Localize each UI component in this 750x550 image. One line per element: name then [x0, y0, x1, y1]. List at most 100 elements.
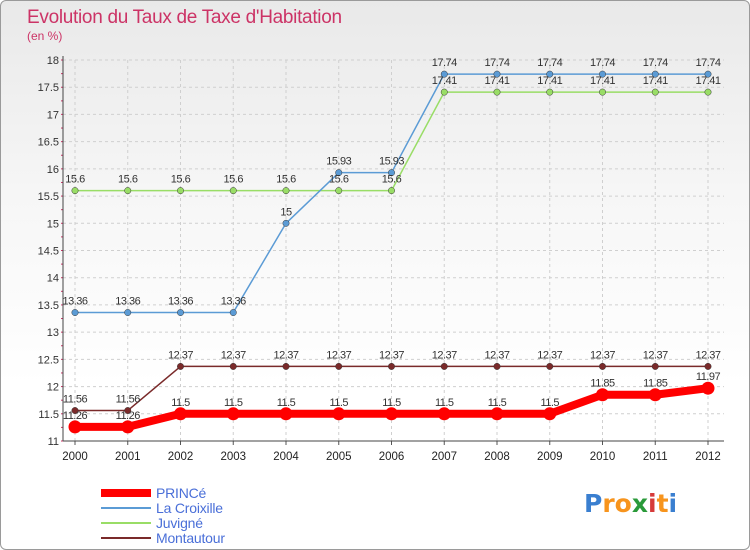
y-tick-label: 14 [47, 273, 59, 285]
x-tick-label: 2000 [62, 451, 88, 463]
x-tick-label: 2002 [168, 451, 194, 463]
data-label: 17.74 [432, 57, 457, 69]
data-point [546, 362, 554, 370]
data-label: 11.97 [696, 371, 721, 383]
logo-letter: i [648, 489, 657, 518]
data-label: 11.56 [116, 394, 141, 406]
data-point [388, 187, 395, 195]
data-label: 12.37 [537, 349, 562, 361]
logo-letter: P [584, 489, 603, 518]
data-point [651, 88, 659, 96]
data-label: 15.93 [379, 156, 404, 168]
legend-swatch [101, 506, 151, 509]
legend-label: Montautour [156, 529, 225, 546]
y-tick-label: 17.5 [38, 82, 59, 94]
legend-item: La Croixille [101, 499, 225, 516]
data-label: 11.5 [224, 397, 243, 409]
data-point [71, 407, 79, 414]
data-point [229, 309, 237, 316]
data-label: 15.93 [326, 156, 351, 168]
y-tick-label: 15.5 [38, 191, 59, 203]
data-label: 11.5 [329, 397, 348, 409]
data-label: 13.36 [115, 296, 140, 308]
data-label: 12.37 [379, 349, 404, 361]
data-label: 11.56 [63, 394, 88, 406]
data-point [440, 88, 448, 96]
data-point [704, 70, 712, 78]
data-point [124, 309, 132, 316]
data-point [440, 362, 448, 370]
data-label: 12.37 [273, 349, 298, 361]
data-point [124, 187, 132, 195]
data-point [701, 381, 715, 395]
x-tick-label: 2004 [273, 451, 299, 463]
data-label: 12.37 [695, 349, 720, 361]
data-point [229, 187, 237, 195]
data-label: 15.6 [382, 174, 402, 186]
x-tick-label: 2011 [643, 451, 668, 463]
data-label: 15.6 [171, 174, 191, 186]
data-label: 15.6 [329, 174, 349, 186]
data-point [388, 362, 395, 370]
data-label: 17.74 [537, 57, 562, 69]
data-point [440, 70, 448, 78]
chart-subtitle: (en %) [27, 29, 63, 43]
legend-label: La Croixille [156, 499, 223, 516]
y-tick-label: 16 [47, 164, 59, 176]
x-tick-label: 2006 [379, 451, 405, 463]
x-tick-label: 2001 [115, 451, 141, 463]
data-point [121, 420, 135, 434]
data-point [490, 407, 504, 421]
data-point [546, 88, 554, 96]
data-point [335, 362, 343, 370]
data-point [177, 187, 184, 195]
data-point [546, 70, 554, 78]
data-label: 11.85 [590, 378, 615, 390]
x-tick-label: 2009 [537, 451, 563, 463]
data-label: 11.26 [63, 410, 88, 422]
data-point [177, 362, 184, 370]
data-label: 13.36 [221, 296, 246, 308]
y-tick-label: 16.5 [38, 137, 59, 149]
legend-item: Montautour [101, 529, 225, 546]
data-label: 12.37 [432, 349, 457, 361]
data-label: 12.37 [221, 349, 246, 361]
data-label: 11.85 [643, 378, 668, 390]
x-tick-label: 2007 [431, 451, 457, 463]
data-point [543, 407, 557, 421]
logo-letter: i [668, 489, 678, 518]
legend-label: PRINCé [156, 484, 207, 501]
y-tick-label: 15 [47, 218, 59, 230]
x-tick-label: 2012 [695, 451, 721, 463]
data-label: 17.41 [537, 75, 562, 87]
legend-item: Juvigné [101, 515, 225, 531]
data-label: 15 [280, 206, 292, 218]
data-point [493, 70, 501, 78]
legend-swatch [101, 521, 151, 524]
data-label: 11.26 [116, 410, 141, 422]
chart-title: Evolution du Taux de Taxe d'Habitation [27, 7, 342, 28]
data-label: 11.5 [540, 397, 559, 409]
legend-swatch [101, 488, 151, 497]
data-label: 12.37 [484, 349, 509, 361]
data-label: 17.41 [432, 75, 457, 87]
logo-letter: t [656, 489, 669, 518]
data-label: 12.37 [643, 349, 668, 361]
legend-swatch [101, 536, 151, 539]
logo-letter: o [614, 489, 632, 518]
y-tick-label: 12.5 [38, 354, 59, 366]
data-label: 11.5 [171, 397, 190, 409]
y-tick-label: 14.5 [38, 246, 59, 258]
x-tick-label: 2010 [590, 451, 616, 463]
data-point [229, 362, 237, 370]
data-point [124, 407, 132, 414]
x-tick-label: 2003 [220, 451, 246, 463]
data-label: 11.5 [488, 397, 507, 409]
data-label: 17.41 [590, 75, 615, 87]
data-point [651, 70, 659, 78]
data-point [493, 362, 501, 370]
data-label: 11.5 [382, 397, 401, 409]
data-point [279, 407, 293, 421]
data-label: 12.37 [168, 349, 193, 361]
